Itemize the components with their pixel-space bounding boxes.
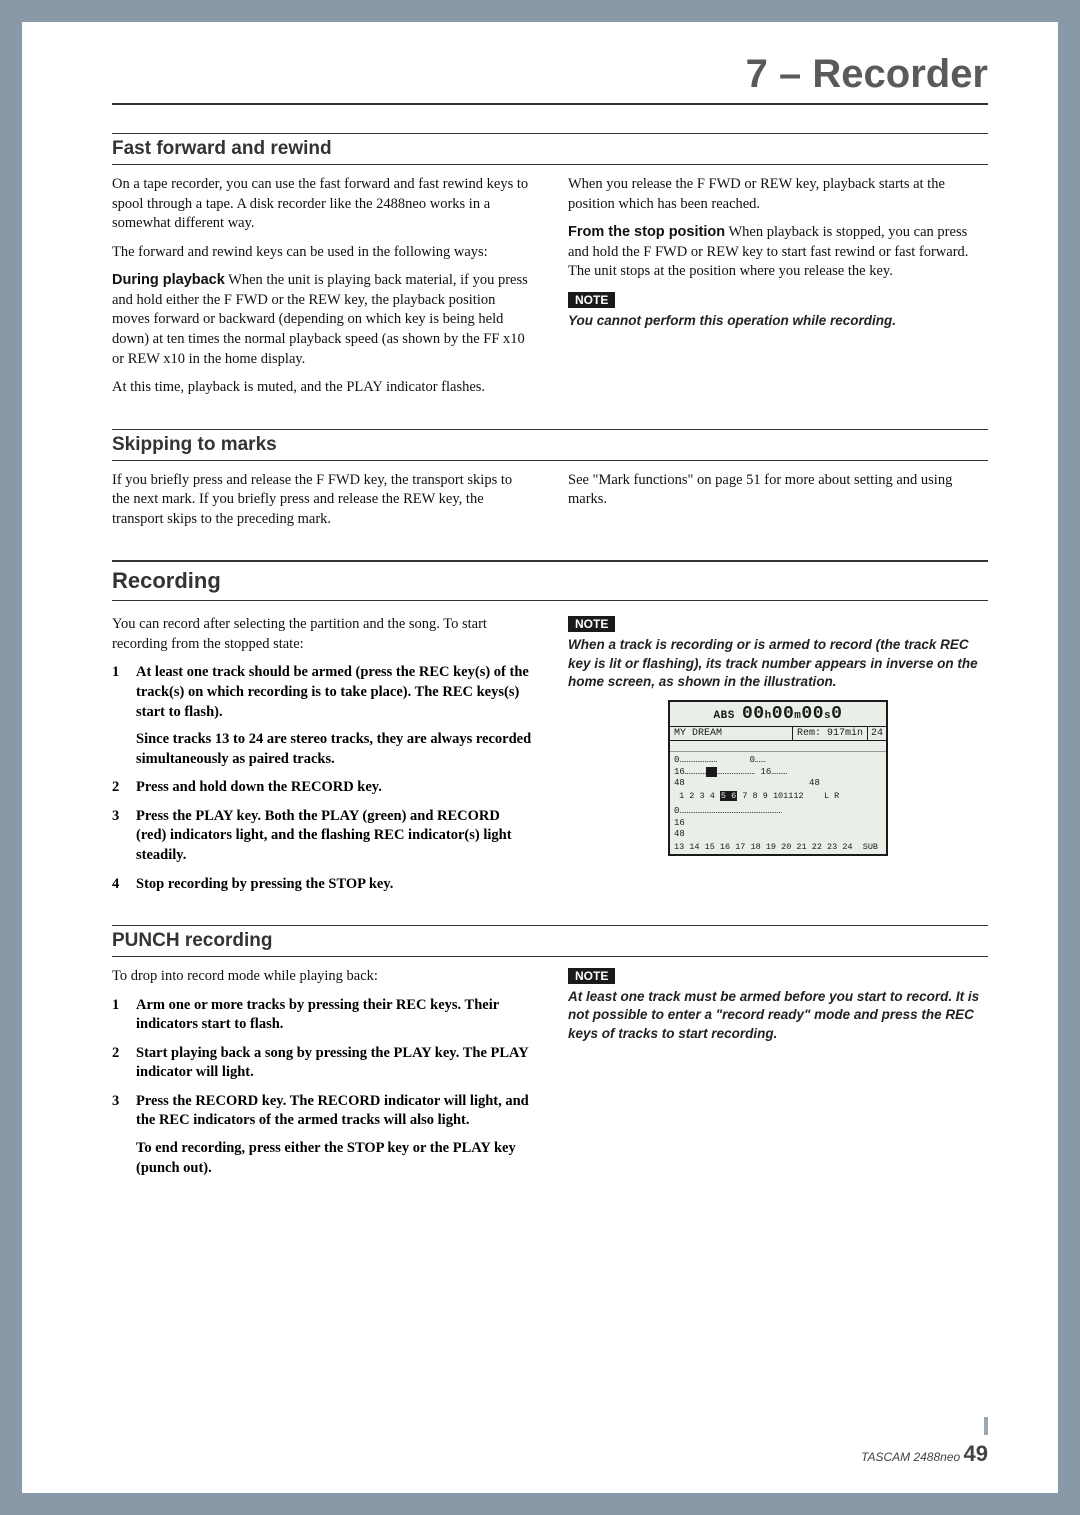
section-skip: Skipping to marks If you briefly press a… bbox=[112, 429, 988, 539]
punch-step-3: Press the RECORD key. The RECORD indicat… bbox=[112, 1092, 532, 1178]
ffrw-tail: At this time, playback is muted, and the… bbox=[112, 378, 532, 398]
punch-step3-sub: To end recording, press either the STOP … bbox=[136, 1139, 532, 1178]
rec-step-3: Press the PLAY key. Both the PLAY (green… bbox=[112, 807, 532, 866]
punch-left-col: To drop into record mode while playing b… bbox=[112, 967, 532, 1187]
punch-step-1: Arm one or more tracks by pressing their… bbox=[112, 996, 532, 1035]
page-footer: TASCAM 2488neo 49 bbox=[861, 1441, 988, 1467]
lcd-rem: Rem: 917min bbox=[793, 727, 868, 740]
punch-intro: To drop into record mode while playing b… bbox=[112, 967, 532, 987]
lcd-tracks-1: 1 2 3 4 5 6 7 8 9 101112 L R bbox=[670, 791, 886, 803]
ffrw-left-col: On a tape recorder, you can use the fast… bbox=[112, 175, 532, 407]
punch-note: At least one track must be armed before … bbox=[568, 988, 988, 1043]
lcd-meters-top: 0………………… 0…… 16………… ………………… 16……… 48 48 bbox=[670, 752, 886, 791]
lcd-tracks-2: 13 14 15 16 17 18 19 20 21 22 23 24 SUB bbox=[670, 842, 886, 854]
footer-product: TASCAM 2488neo bbox=[861, 1450, 960, 1464]
heading-ffrw: Fast forward and rewind bbox=[112, 133, 988, 165]
rec-step1-sub: Since tracks 13 to 24 are stereo tracks,… bbox=[136, 730, 532, 769]
chapter-title: 7 – Recorder bbox=[112, 52, 988, 105]
ffrw-p1: On a tape recorder, you can use the fast… bbox=[112, 175, 532, 234]
punch-step-2: Start playing back a song by pressing th… bbox=[112, 1044, 532, 1083]
ffrw-p2: The forward and rewind keys can be used … bbox=[112, 243, 532, 263]
heading-recording: Recording bbox=[112, 560, 988, 601]
footer-accent bbox=[984, 1417, 988, 1435]
ffrw-note: You cannot perform this operation while … bbox=[568, 312, 988, 330]
note-badge: NOTE bbox=[568, 968, 615, 984]
ffrw-right-col: When you release the F FWD or REW key, p… bbox=[568, 175, 988, 407]
heading-punch: PUNCH recording bbox=[112, 925, 988, 957]
fromstop-label: From the stop position bbox=[568, 224, 725, 240]
skip-left: If you briefly press and release the F F… bbox=[112, 471, 532, 530]
lcd-ch: 24 bbox=[868, 727, 886, 740]
manual-page: 7 – Recorder Fast forward and rewind On … bbox=[22, 22, 1058, 1493]
punch-right-col: NOTE At least one track must be armed be… bbox=[568, 967, 988, 1187]
lcd-meters-bottom: 0………………………………………………… 16 48 bbox=[670, 803, 886, 842]
recording-note: When a track is recording or is armed to… bbox=[568, 636, 988, 691]
lcd-song: MY DREAM bbox=[670, 727, 793, 740]
footer-pagenum: 49 bbox=[964, 1441, 988, 1466]
rec-step-1: At least one track should be armed (pres… bbox=[112, 663, 532, 769]
note-badge: NOTE bbox=[568, 292, 615, 308]
ffrw-fromstop: From the stop position When playback is … bbox=[568, 223, 988, 282]
lcd-screenshot: ABS 00h00m00s0 MY DREAM Rem: 917min 24 0… bbox=[668, 700, 888, 856]
recording-intro: You can record after selecting the parti… bbox=[112, 615, 532, 654]
ffrw-during: During playback When the unit is playing… bbox=[112, 271, 532, 369]
note-badge: NOTE bbox=[568, 616, 615, 632]
recording-left-col: You can record after selecting the parti… bbox=[112, 615, 532, 903]
rec-step-2: Press and hold down the RECORD key. bbox=[112, 778, 532, 798]
section-recording: Recording You can record after selecting… bbox=[112, 560, 988, 903]
punch-steps: Arm one or more tracks by pressing their… bbox=[112, 996, 532, 1179]
heading-skip: Skipping to marks bbox=[112, 429, 988, 461]
skip-right: See "Mark functions" on page 51 for more… bbox=[568, 471, 988, 510]
section-punch: PUNCH recording To drop into record mode… bbox=[112, 925, 988, 1187]
recording-steps: At least one track should be armed (pres… bbox=[112, 663, 532, 894]
section-ffrw: Fast forward and rewind On a tape record… bbox=[112, 133, 988, 407]
recording-right-col: NOTE When a track is recording or is arm… bbox=[568, 615, 988, 903]
rec-step-4: Stop recording by pressing the STOP key. bbox=[112, 875, 532, 895]
during-label: During playback bbox=[112, 272, 225, 288]
ffrw-right-p1: When you release the F FWD or REW key, p… bbox=[568, 175, 988, 214]
